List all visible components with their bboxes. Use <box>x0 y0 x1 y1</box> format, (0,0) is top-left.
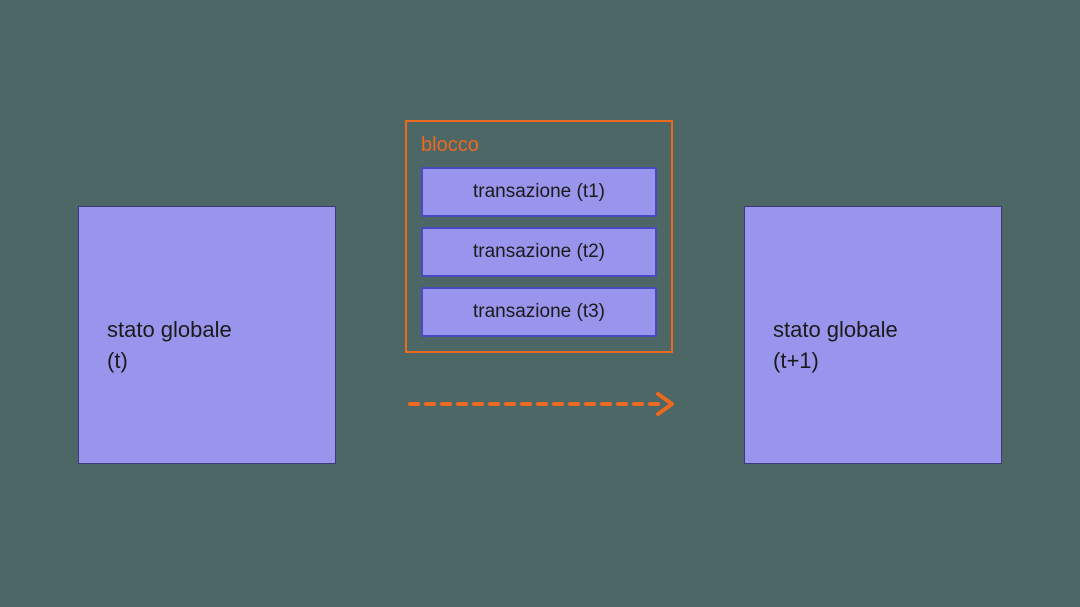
arrow-icon <box>408 392 676 416</box>
state-label-left-line2: (t) <box>107 348 128 373</box>
transaction-label: transazione (t2) <box>473 241 605 262</box>
state-label-right-line2: (t+1) <box>773 348 819 373</box>
transaction-item: transazione (t1) <box>421 167 657 217</box>
block-container: blocco transazione (t1) transazione (t2) t… <box>405 120 673 353</box>
transaction-item: transazione (t2) <box>421 227 657 277</box>
state-box-right: stato globale (t+1) <box>744 206 1002 464</box>
state-label-right: stato globale (t+1) <box>773 315 981 377</box>
transaction-label: transazione (t3) <box>473 301 605 322</box>
state-label-right-line1: stato globale <box>773 317 898 342</box>
state-box-left: stato globale (t) <box>78 206 336 464</box>
state-label-left: stato globale (t) <box>107 315 315 377</box>
transaction-item: transazione (t3) <box>421 287 657 337</box>
block-title: blocco <box>421 134 657 157</box>
transaction-label: transazione (t1) <box>473 181 605 202</box>
state-label-left-line1: stato globale <box>107 317 232 342</box>
